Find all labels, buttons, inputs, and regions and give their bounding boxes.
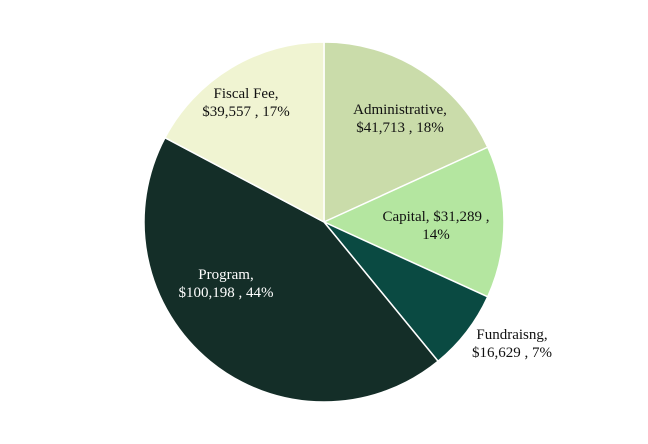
pie-label-line: $100,198 , 44% [179,285,274,301]
pie-label-administrative: Administrative, $41,713 , 18% [353,102,447,136]
pie-label-program: Program, $100,198 , 44% [179,267,274,301]
pie-label-line: $41,713 , 18% [356,120,444,136]
pie-label-line: Program, [198,267,253,283]
pie-label-line: Fiscal Fee, [214,86,279,102]
pie-label-line: Administrative, [353,102,447,118]
pie-slice-capital [322,146,505,298]
pie-slice-administrative [323,41,489,224]
pie-label-line: 14% [422,227,450,243]
pie-label-fundraisng: Fundraisng, $16,629 , 7% [472,327,552,361]
pie-label-capital: Capital, $31,289 , 14% [382,209,489,243]
pie-labels: Administrative, $41,713 , 18% Capital, $31… [179,86,553,361]
pie-label-line: $39,557 , 17% [202,104,290,120]
pie-slices [143,41,505,403]
pie-label-line: Capital, $31,289 , [382,209,489,225]
pie-label-line: $16,629 , 7% [472,345,552,361]
pie-label-fiscal-fee: Fiscal Fee, $39,557 , 17% [202,86,290,120]
pie-slice-program [143,136,440,403]
pie-slice-fiscal-fee [163,41,325,224]
pie-label-line: Fundraisng, [476,327,547,343]
